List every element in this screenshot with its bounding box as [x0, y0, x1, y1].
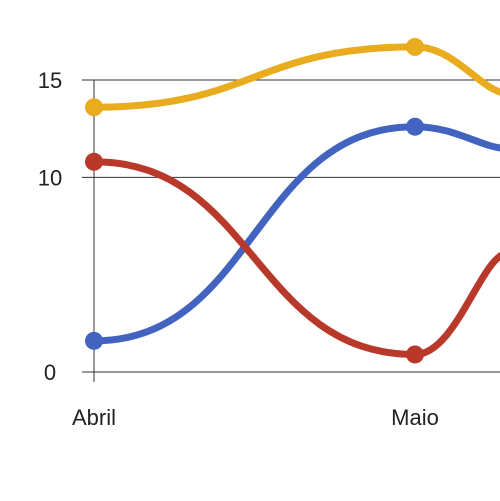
series-line-0: [90, 43, 500, 111]
data-point-0-1: [406, 37, 424, 56]
x-tick-label-maio: Maio: [391, 405, 439, 430]
data-point-0-0: [85, 98, 103, 117]
series: [85, 37, 500, 364]
series-line-2: [90, 158, 500, 358]
y-tick-label-15: 15: [38, 68, 62, 93]
x-tick-label-abril: Abril: [72, 405, 116, 430]
y-tick-label-10: 10: [38, 165, 62, 190]
data-point-1-0: [85, 331, 103, 350]
series-line-1: [90, 123, 500, 345]
x-axis-ticks: Abril Maio: [72, 405, 439, 430]
data-point-2-0: [85, 152, 103, 171]
data-point-2-1: [406, 345, 424, 364]
y-axis-ticks: 0 10 15: [38, 68, 62, 385]
gridlines: [82, 79, 500, 382]
data-point-1-1: [406, 117, 424, 136]
y-tick-label-0: 0: [44, 360, 56, 385]
